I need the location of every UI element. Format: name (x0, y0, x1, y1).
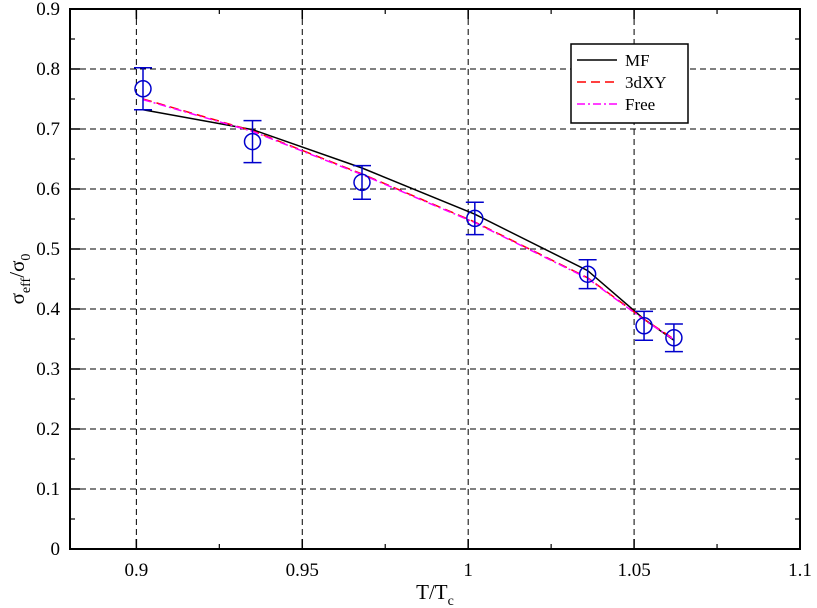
y-axis-label-sub1: eff (19, 277, 34, 293)
y-axis-label-mid: /σ (5, 261, 29, 278)
y-tick-label: 0.8 (36, 59, 60, 80)
axis-ticks (70, 8, 801, 550)
y-tick-label: 0.7 (36, 119, 60, 140)
point-marker (665, 329, 683, 347)
point-marker (635, 317, 653, 335)
series-line-free (142, 98, 675, 341)
data-point (664, 323, 683, 353)
x-tick-label: 0.9 (124, 560, 148, 581)
y-axis-label-main: σ (5, 293, 29, 304)
plot-frame (69, 8, 801, 550)
y-tick-label: 0.2 (36, 419, 60, 440)
x-tick-label: 0.95 (286, 560, 319, 581)
point-marker (578, 265, 597, 283)
data-point (465, 201, 484, 236)
y-axis-label-sub2: 0 (19, 254, 34, 261)
data-point (243, 119, 262, 164)
x-tick-label: 1 (463, 560, 473, 581)
legend-label-3dxy: 3dXY (625, 73, 667, 92)
point-marker (353, 173, 371, 192)
y-tick-label: 0 (51, 539, 61, 560)
legend-label-free: Free (625, 95, 655, 114)
series-line-3dxy (142, 98, 675, 340)
y-tick-label: 0.6 (36, 179, 60, 200)
y-tick-label: 0.3 (36, 359, 60, 380)
grid (70, 9, 800, 549)
x-tick-label: 1.05 (617, 560, 650, 581)
x-axis-label: T/Tc (416, 580, 454, 608)
x-axis-label-sub: c (448, 594, 454, 608)
data-point (635, 310, 654, 341)
legend-box (570, 43, 689, 124)
series-lines (142, 98, 675, 341)
legend: MF 3dXY Free (570, 43, 689, 124)
y-tick-label: 0.1 (36, 479, 60, 500)
legend-label-mf: MF (625, 51, 650, 70)
point-marker (466, 209, 484, 228)
y-tick-label: 0.4 (36, 299, 60, 320)
tick-labels: 0.9 0.95 1 1.05 1.1 0 0.1 0.2 0.3 0.4 0.5 0.6 0.7 0.8… (36, 0, 812, 581)
x-axis-label-main: T/T (416, 580, 448, 604)
data-points (134, 67, 683, 353)
y-tick-label: 0.5 (36, 239, 60, 260)
y-tick-label: 0.9 (36, 0, 60, 20)
point-marker (134, 80, 152, 98)
series-line-mf (142, 109, 675, 341)
y-axis-label: σeff/σ0 (5, 254, 34, 305)
point-marker (243, 132, 262, 151)
data-point (353, 164, 371, 200)
data-point (578, 259, 597, 290)
data-point (134, 67, 152, 111)
x-tick-label: 1.1 (788, 560, 812, 581)
